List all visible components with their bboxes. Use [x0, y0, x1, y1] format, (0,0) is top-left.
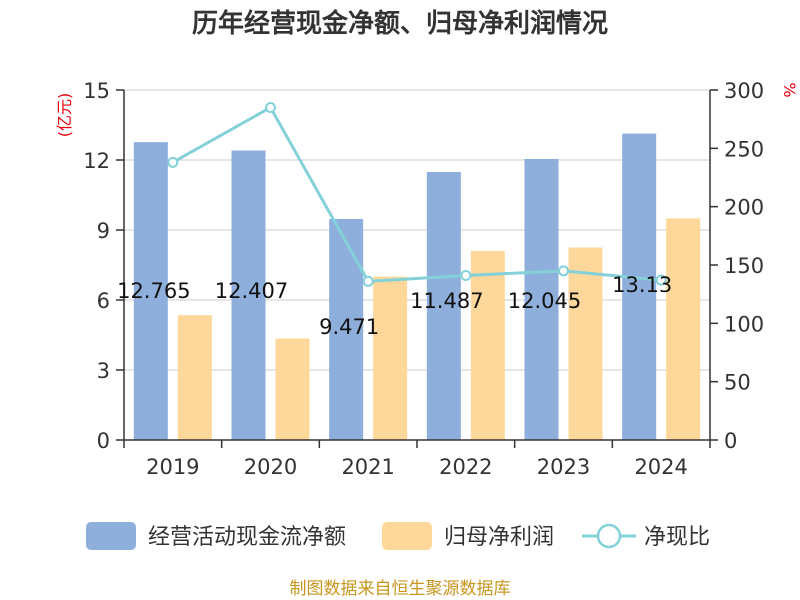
bar — [275, 338, 310, 440]
y-right-tick-label: 100 — [724, 312, 764, 336]
y-right-tick-label: 150 — [724, 254, 764, 278]
y-left-tick-label: 12 — [83, 149, 110, 173]
y-left-tick-label: 0 — [97, 429, 110, 453]
bar — [666, 218, 701, 440]
legend-swatch — [86, 522, 136, 550]
line-series — [172, 105, 662, 283]
y-right-tick-label: 200 — [724, 196, 764, 220]
y-left-tick-label: 6 — [97, 289, 110, 313]
bar — [524, 158, 559, 440]
y-right-unit: % — [780, 82, 799, 97]
bar — [622, 133, 657, 440]
legend-label: 净现比 — [644, 525, 710, 550]
x-tick-label: 2022 — [439, 455, 492, 479]
bar — [470, 251, 505, 440]
legend-swatch — [382, 522, 432, 550]
data-label: 12.045 — [508, 289, 581, 313]
bar — [177, 315, 212, 440]
data-label: 12.765 — [117, 279, 190, 303]
legend-label: 归母净利润 — [444, 525, 554, 550]
x-tick-label: 2021 — [341, 455, 394, 479]
y-right-tick-label: 300 — [724, 79, 764, 103]
y-left-tick-label: 3 — [97, 359, 110, 383]
y-left-unit: (亿元) — [55, 93, 74, 138]
data-labels: 12.765 12.407 9.471 11.487 12.045 13.13 — [117, 273, 672, 339]
data-label: 11.487 — [410, 289, 483, 313]
line-point — [167, 156, 179, 168]
bar — [133, 142, 168, 440]
legend: 经营活动现金流净额 归母净利润 净现比 — [86, 522, 710, 550]
bar — [329, 219, 364, 440]
bar — [568, 247, 603, 440]
y-right-tick-label: 0 — [724, 429, 737, 453]
line-point — [655, 274, 667, 286]
y-right-tick-label: 50 — [724, 371, 751, 395]
line-point — [265, 102, 276, 113]
y-left-tick-label: 9 — [97, 219, 110, 243]
data-label: 9.471 — [319, 315, 379, 339]
chart-title: 历年经营现金净额、归母净利润情况 — [192, 8, 608, 39]
x-tick-label: 2020 — [244, 455, 297, 479]
bar — [231, 150, 266, 440]
legend-line-marker — [596, 523, 622, 549]
x-tick-label: 2019 — [146, 455, 199, 479]
line-point — [460, 270, 472, 281]
line-point — [558, 265, 569, 277]
y-left-tick-label: 15 — [83, 79, 110, 103]
bar — [426, 171, 461, 440]
grid-lines — [124, 89, 710, 371]
x-tick-label: 2024 — [634, 455, 687, 479]
y-right-tick-label: 250 — [724, 137, 764, 161]
line-point — [362, 275, 374, 287]
bar — [373, 276, 408, 440]
legend-label: 经营活动现金流净额 — [148, 525, 346, 550]
line-layer — [167, 102, 667, 287]
bar-layer — [133, 133, 701, 440]
x-tick-label: 2023 — [537, 455, 590, 479]
source-note: 制图数据来自恒生聚源数据库 — [290, 579, 511, 599]
data-label: 13.13 — [612, 273, 672, 297]
data-label: 12.407 — [215, 279, 288, 303]
